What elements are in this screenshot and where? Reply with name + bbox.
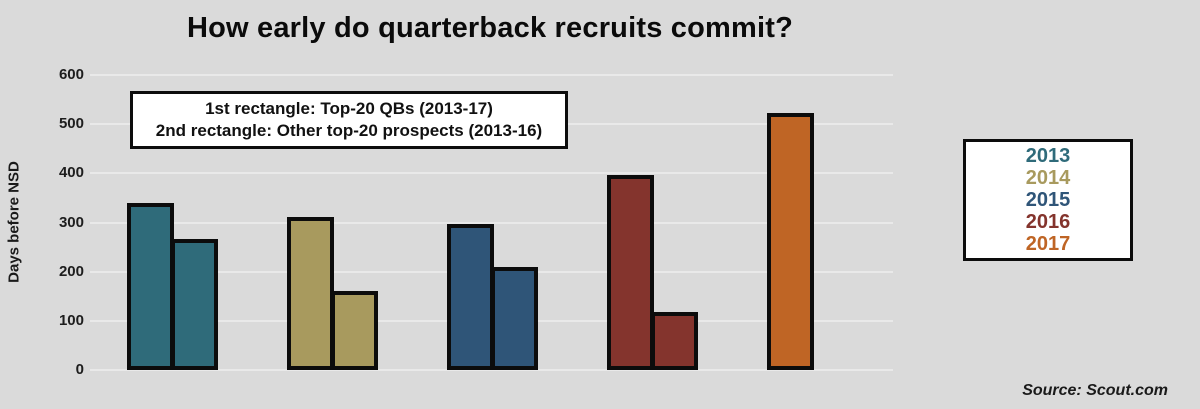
bar-2013-qb <box>127 203 174 370</box>
gridline-300 <box>90 221 893 224</box>
bar-2015-other <box>491 267 538 370</box>
legend-box: 2013 2014 2015 2016 2017 <box>963 139 1133 261</box>
source-note: Source: Scout.com <box>1022 382 1168 399</box>
legend-item-2013: 2013 <box>1025 145 1071 167</box>
y-tick-label-200: 200 <box>58 262 84 280</box>
annotation-line-2: 2nd rectangle: Other top-20 prospects (2… <box>155 121 543 140</box>
bar-2016-other <box>651 312 698 370</box>
bar-2014-qb <box>287 217 334 370</box>
plot-area <box>90 74 893 371</box>
bar-2015-qb <box>447 224 494 370</box>
y-tick-label-400: 400 <box>58 164 84 182</box>
bar-2013-other <box>171 239 218 370</box>
bar-2017-qb <box>767 113 814 370</box>
y-tick-label-500: 500 <box>58 115 84 133</box>
y-tick-label-600: 600 <box>58 66 84 83</box>
bar-2014-other <box>331 291 378 370</box>
annotation-line-1: 1st rectangle: Top-20 QBs (2013-17) <box>205 98 493 118</box>
legend-item-2017: 2017 <box>1025 233 1071 255</box>
gridline-600 <box>90 74 893 76</box>
y-axis-label: Days before NSD <box>5 161 23 283</box>
gridline-400 <box>90 172 893 175</box>
y-tick-label-100: 100 <box>58 311 84 329</box>
legend-item-2016: 2016 <box>1025 211 1071 233</box>
y-tick-label-0: 0 <box>75 361 84 378</box>
y-tick-label-300: 300 <box>58 213 84 231</box>
legend-item-2014: 2014 <box>1025 167 1071 189</box>
legend-item-2015: 2015 <box>1025 189 1071 211</box>
gridline-0 <box>90 369 893 371</box>
annotation-box: 1st rectangle: Top-20 QBs (2013-17) 2nd … <box>130 91 568 149</box>
chart-title: How early do quarterback recruits commit… <box>186 12 794 44</box>
bar-2016-qb <box>607 175 654 370</box>
